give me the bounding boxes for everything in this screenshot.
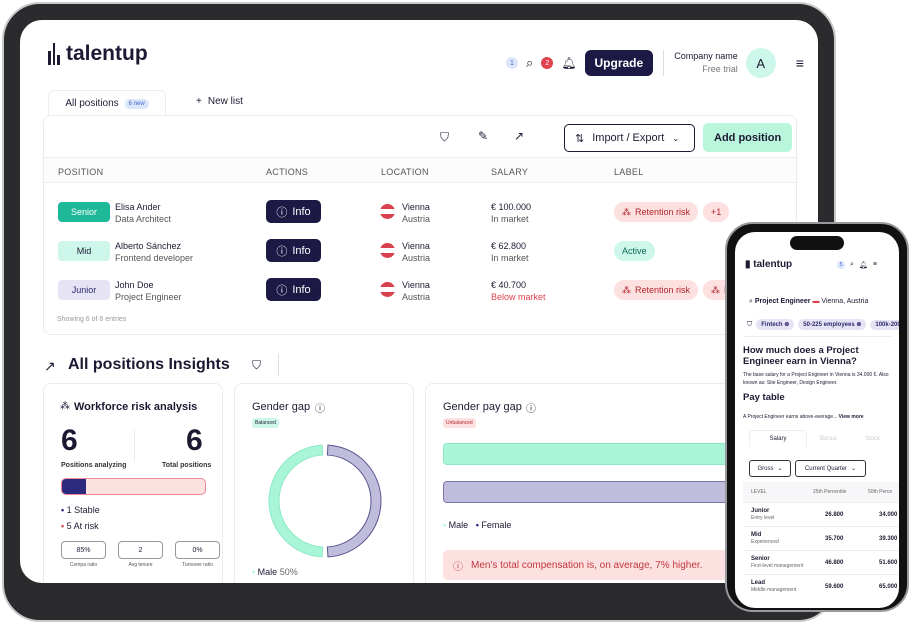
help-icon[interactable]: ⓘ xyxy=(315,404,325,415)
avatar[interactable]: A xyxy=(745,48,776,78)
col-location: LOCATION xyxy=(381,167,429,177)
risk-icon: ⁂ xyxy=(622,206,631,217)
upgrade-button[interactable]: Upgrade xyxy=(584,50,654,76)
risk-icon: ⁂ xyxy=(711,284,721,295)
positions-card: ⛉ ✎ ↗ ⇅ Import / Export ⌄ Add position POS… xyxy=(43,115,797,335)
phone-frame: ▮ talentup 5 ⌕ 🔔︎ ≡ ⌕ Project Engineer ▬ Vi… xyxy=(725,222,909,612)
bell-icon[interactable]: 🔔︎ xyxy=(858,262,868,269)
table-row[interactable]: Mid Alberto Sánchez Frontend developer ⓘ I… xyxy=(44,231,796,270)
pay-table-row: Junior Entry level 26.800 34.000 xyxy=(743,502,899,526)
plus-icon: + xyxy=(196,96,202,107)
table-row[interactable]: Junior John Doe Project Engineer ⓘ Info Vi… xyxy=(44,270,796,309)
level-badge: Junior xyxy=(58,280,110,300)
bell-icon[interactable]: 🔔︎ xyxy=(561,56,577,70)
pay-table-row: Senior First-level management 46.800 51.600 xyxy=(743,550,899,574)
filter-chip[interactable]: 100k-200k fu xyxy=(870,319,899,330)
logo-icon xyxy=(48,43,61,65)
kpi-item: 85% Compa ratio xyxy=(61,541,106,568)
plan-label: Free trial xyxy=(702,64,738,74)
phone-screen: ▮ talentup 5 ⌕ 🔔︎ ≡ ⌕ Project Engineer ▬ Vi… xyxy=(735,232,899,608)
filter-chip[interactable]: Fintech ⊗ xyxy=(756,319,795,330)
notification-badge: 1 xyxy=(506,57,518,69)
chevron-down-icon: ⌄ xyxy=(672,133,680,143)
menu-icon[interactable]: ≡ xyxy=(795,55,804,71)
austria-flag-icon xyxy=(380,204,395,219)
phone-logo[interactable]: ▮ talentup xyxy=(745,259,793,270)
import-export-dropdown[interactable]: ⇅ Import / Export ⌄ xyxy=(564,124,695,152)
kpi-item: 2 Avg tenure xyxy=(118,541,163,568)
pay-table-row: Lead Middle management 59.600 65.000 xyxy=(743,574,899,598)
level-badge: Mid xyxy=(58,241,110,261)
phone-search[interactable]: ⌕ Project Engineer ▬ Vienna, Austria xyxy=(749,298,869,305)
add-position-button[interactable]: Add position xyxy=(703,123,793,152)
label-pill[interactable]: ⁂ Retention risk xyxy=(614,202,699,222)
period-dropdown[interactable]: Current Quarter ⌄ xyxy=(795,460,866,477)
female-arc xyxy=(326,444,382,558)
search-icon[interactable]: ⌕ xyxy=(526,55,534,70)
male-pay-bar xyxy=(443,443,818,465)
menu-icon[interactable]: ≡ xyxy=(872,261,877,268)
info-button[interactable]: ⓘ Info xyxy=(266,278,321,301)
filter-icon[interactable]: ⛉ xyxy=(440,130,450,144)
tab-bonus[interactable]: Bonus xyxy=(820,436,838,442)
risk-bar xyxy=(61,478,206,495)
level-badge: Senior xyxy=(58,202,110,222)
risk-icon: ⁂ xyxy=(622,284,631,295)
col-salary: SALARY xyxy=(491,167,529,177)
logo[interactable]: talentup xyxy=(48,42,148,66)
info-icon: ⓘ xyxy=(453,561,463,573)
entries-count: Showing 6 of 6 entries xyxy=(57,316,127,323)
new-badge: 6 new xyxy=(124,98,149,109)
sparkle-icon: ⁂ xyxy=(60,401,70,412)
gross-dropdown[interactable]: Gross ⌄ xyxy=(749,460,791,477)
label-pill[interactable]: Active xyxy=(614,241,655,261)
filter-chip[interactable]: 50-225 employees ⊗ xyxy=(798,319,867,330)
filter-icon[interactable]: ⛉ xyxy=(252,358,262,372)
company-name: Company name xyxy=(674,51,738,61)
tab-new-list[interactable]: + New list xyxy=(196,96,243,107)
insights-title: All positions Insights xyxy=(68,356,230,373)
help-icon[interactable]: ⓘ xyxy=(526,404,536,415)
tablet-screen: talentup 1 ⌕ 2 🔔︎ Upgrade Company name Fr… xyxy=(20,20,818,583)
view-more-link[interactable]: View more xyxy=(838,414,864,420)
tab-salary[interactable]: Salary xyxy=(749,430,807,447)
tab-all-positions[interactable]: All positions 6 new xyxy=(48,90,166,116)
austria-flag-icon xyxy=(380,243,395,258)
label-pill[interactable]: +1 xyxy=(703,202,730,222)
gender-donut xyxy=(268,444,382,558)
col-actions: ACTIONS xyxy=(266,167,309,177)
kpi-item: 0% Turnover ratio xyxy=(175,541,220,568)
info-button[interactable]: ⓘ Info xyxy=(266,239,321,262)
gender-gap-legend: • Male 50% xyxy=(252,567,298,577)
sort-icon: ⇅ xyxy=(575,132,585,145)
gender-gap-card: Gender gap ⓘ Balanced • Male 50% xyxy=(234,383,414,583)
status-badge: Balanced xyxy=(252,418,279,428)
workforce-risk-card: ⁂ Workforce risk analysis 6 Positions an… xyxy=(43,383,223,583)
info-icon: ⓘ xyxy=(276,206,288,219)
trend-icon: ↗ xyxy=(44,358,56,374)
edit-icon[interactable]: ✎ xyxy=(478,129,489,143)
info-icon: ⓘ xyxy=(276,284,288,297)
col-label: LABEL xyxy=(614,167,644,177)
trend-icon[interactable]: ↗ xyxy=(514,129,525,143)
table-row[interactable]: Senior Elisa Ander Data Architect ⓘ Info V… xyxy=(44,192,796,231)
pay-table-row: Mid Experienced 35.700 39.300 xyxy=(743,526,899,550)
dynamic-island xyxy=(790,236,844,250)
female-pay-bar xyxy=(443,481,818,503)
tab-stock[interactable]: Stock xyxy=(865,436,881,442)
info-icon: ⓘ xyxy=(276,245,288,258)
alert-badge: 2 xyxy=(541,57,554,69)
info-button[interactable]: ⓘ Info xyxy=(266,200,321,223)
status-badge: Unbalanced xyxy=(443,418,476,428)
label-pill[interactable]: ⁂ Retention risk xyxy=(614,280,699,300)
search-icon[interactable]: ⌕ xyxy=(850,261,854,268)
filter-icon[interactable]: ⛉ xyxy=(747,320,753,328)
austria-flag-icon xyxy=(380,282,395,297)
col-position: POSITION xyxy=(58,167,104,177)
phone-heading: How much does a Project Engineer earn in… xyxy=(743,345,859,367)
male-arc xyxy=(268,444,324,558)
